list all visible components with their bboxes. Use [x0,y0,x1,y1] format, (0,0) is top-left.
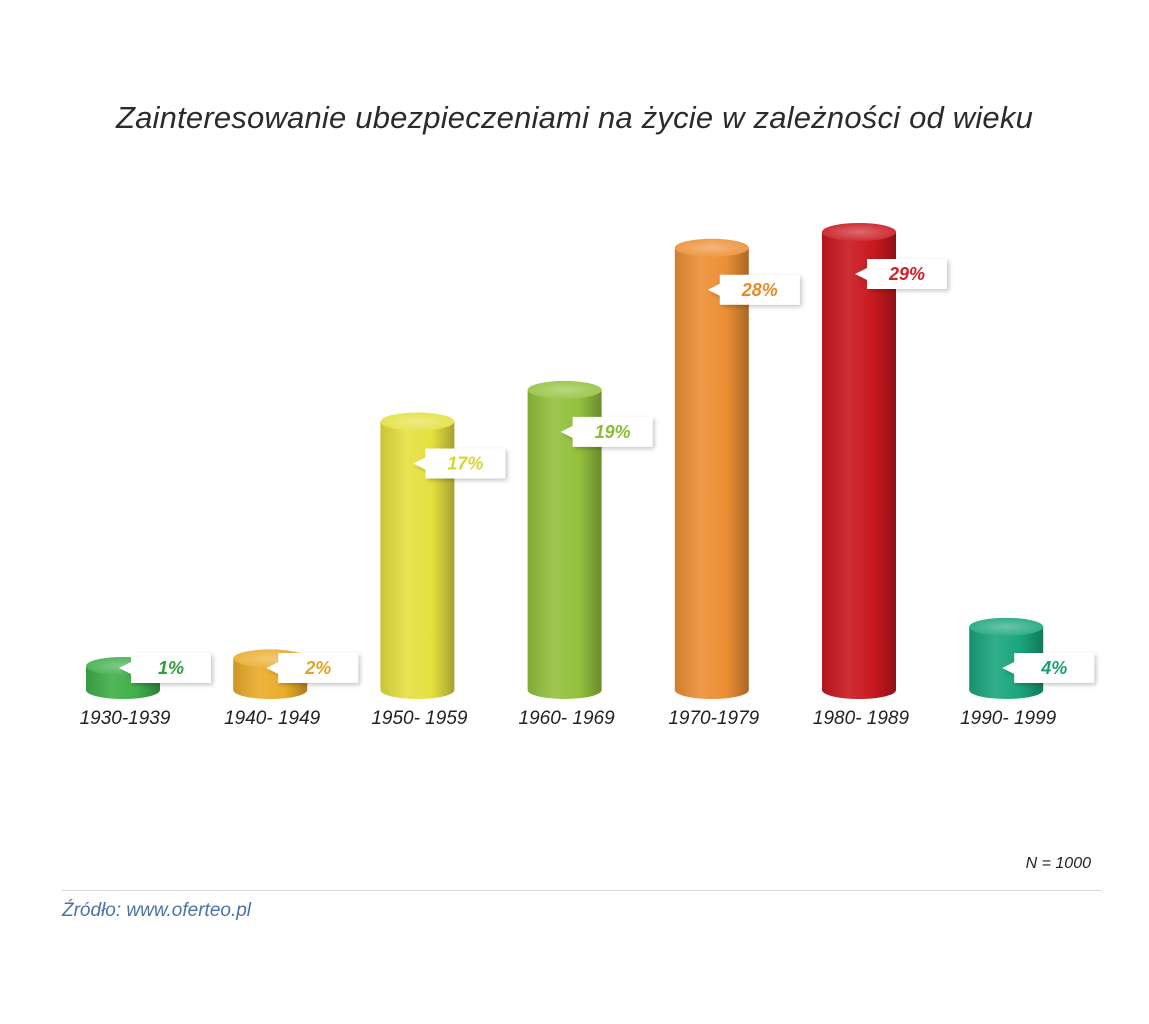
sample-size-note: N = 1000 [1025,855,1091,872]
x-tick-label: 1940- 1949 [224,708,321,729]
bar-top [527,380,602,399]
bar-top [822,223,896,241]
value-label: 29% [888,264,925,284]
value-label: 17% [447,454,483,474]
value-label: 1% [158,658,184,678]
value-label: 2% [304,658,331,678]
x-tick-label: 1970-1979 [668,708,759,729]
value-callout [560,416,653,447]
bar-top [969,617,1044,636]
value-callout [1002,653,1095,683]
chart-title: Zainteresowanie ubezpieczeniami na życie… [115,100,1034,135]
bar-1960- 1969 [527,380,602,699]
value-callout [855,259,947,289]
bar-1980- 1989 [822,223,896,699]
source-note: Źródło: www.oferteo.pl [62,900,252,921]
x-tick-labels: 1930-1939 1940- 1949 1950- 1959 1960- 1969 1… [80,708,1057,729]
footer-divider [62,890,1101,891]
bar-top [674,238,749,257]
x-tick-label: 1950- 1959 [371,708,468,729]
value-callout [266,653,359,683]
x-tick-label: 1980- 1989 [813,708,910,729]
value-callout [119,653,211,683]
value-callout [707,274,800,305]
bar-1950- 1959 [380,412,455,699]
bar-top [380,412,455,431]
x-tick-label: 1930-1939 [80,708,171,729]
bar-1970-1979 [674,238,749,700]
x-tick-label: 1990- 1999 [960,708,1057,729]
bar-body [822,232,896,699]
value-label: 4% [1040,658,1067,678]
bars-layer: 1% 2% 17% 19% 28% 29% 4% [86,223,1095,700]
value-callout [413,448,506,479]
bar-body [674,247,749,700]
value-label: 19% [595,422,631,442]
x-tick-label: 1960- 1969 [519,708,616,729]
bar-body [527,389,602,699]
value-label: 28% [741,280,778,300]
bar-body [380,421,455,699]
